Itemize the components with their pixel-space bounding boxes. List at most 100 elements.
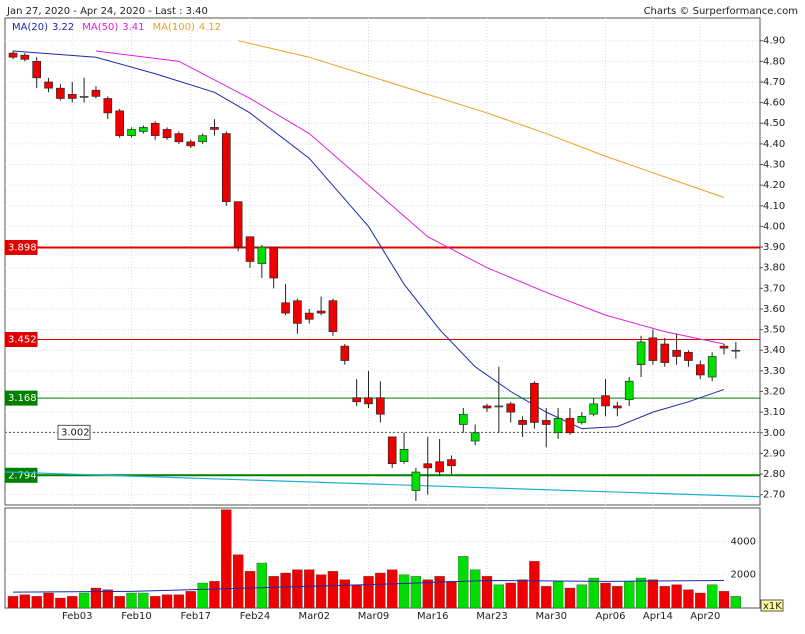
candle-body (695, 364, 705, 376)
volume-bar (126, 592, 137, 609)
volume-bar (707, 584, 718, 609)
y-tick-label: 3.00 (763, 428, 785, 439)
candle-body (20, 54, 30, 60)
volume-bar (221, 509, 232, 609)
volume-bar (114, 596, 125, 609)
candle-body (91, 89, 101, 97)
y-tick-label: 4.80 (763, 56, 785, 67)
volume-bar (78, 592, 90, 609)
candle-body (731, 349, 741, 352)
y-tick-label: 4.40 (763, 139, 785, 150)
volume-bar (363, 576, 374, 609)
level-label: 3.168 (8, 393, 37, 404)
price-panel (4, 17, 761, 506)
volume-bar (351, 584, 362, 609)
volume-bar (209, 581, 220, 609)
ma-line (95, 50, 725, 345)
candle-body (150, 122, 160, 136)
y-tick-label: 3.80 (763, 263, 785, 274)
volume-unit: x1K (763, 601, 782, 612)
volume-bar (268, 576, 279, 609)
candle-body (447, 459, 456, 467)
unit-box (760, 599, 784, 612)
y-tick-label: 3.60 (763, 304, 785, 315)
volume-bar (422, 579, 433, 609)
candle-body (530, 382, 539, 423)
y-tick-label: 4.30 (763, 160, 785, 171)
x-tick-label: Feb24 (240, 611, 270, 622)
legend-name: MA(20) (12, 22, 48, 33)
volume-bar (256, 562, 268, 609)
volume-bar (446, 581, 457, 609)
x-tick-label: Apr06 (595, 611, 625, 622)
volume-bar (529, 561, 540, 609)
volume-bar (695, 592, 706, 609)
legend-value: 3.41 (122, 22, 144, 33)
volume-bar (612, 586, 623, 609)
volume-bar (43, 592, 54, 609)
candle-body (506, 403, 516, 413)
ma-line (12, 50, 725, 430)
legend-name: MA(50) (82, 22, 118, 33)
y-tick-label: 2.70 (763, 490, 785, 501)
volume-bar (600, 582, 611, 609)
trendline (4, 471, 761, 498)
volume-bar (197, 582, 208, 609)
volume-bar (280, 572, 291, 609)
candle-body (127, 129, 136, 136)
x-tick-label: Mar09 (358, 611, 390, 622)
candle-body (174, 133, 184, 143)
candle-body (518, 420, 527, 425)
ma-line (238, 40, 725, 199)
y-tick-label: 4.50 (763, 118, 785, 129)
candle-body (245, 236, 255, 262)
y-tick-label: 3.50 (763, 325, 785, 336)
candle-body (577, 415, 587, 423)
volume-bar (564, 587, 576, 609)
candle-body (541, 420, 551, 425)
volume-bar (387, 569, 398, 609)
candle-body (316, 310, 326, 314)
volume-bar (244, 571, 256, 609)
volume-bar (161, 594, 173, 609)
level-box (4, 239, 38, 255)
volume-average (12, 579, 725, 593)
candle-body (423, 463, 433, 469)
candle-body (281, 302, 290, 314)
candle-body (482, 405, 492, 409)
candle-body (589, 403, 598, 415)
level-label: 3.452 (8, 335, 37, 346)
volume-bar (339, 579, 350, 609)
volume-bar (458, 556, 469, 609)
candle-body (257, 246, 267, 264)
volume-bar (469, 569, 481, 609)
level-label: 2.794 (8, 470, 37, 481)
y-tick-label: 3.70 (763, 283, 785, 294)
volume-bar (434, 576, 445, 609)
candle-body (648, 337, 658, 361)
candle-body (233, 201, 243, 248)
volume-bar (659, 586, 670, 609)
chart-title: Jan 27, 2020 - Apr 24, 2020 - Last : 3.4… (6, 6, 208, 17)
volume-bar (102, 589, 113, 609)
candle-body (376, 397, 385, 415)
volume-bar (55, 597, 66, 609)
volume-bar (517, 579, 528, 609)
candle-body (470, 432, 480, 442)
candle-body (293, 300, 302, 324)
volume-bar (588, 577, 599, 609)
candle-body (222, 133, 231, 202)
volume-bar (647, 579, 659, 609)
volume-bar (576, 584, 587, 609)
candle-body (8, 52, 18, 58)
y-tick-label: 4.20 (763, 180, 785, 191)
candle-body (269, 246, 279, 279)
y-tick-label: 3.30 (763, 366, 785, 377)
x-tick-label: Apr14 (643, 611, 673, 622)
volume-bar (31, 596, 42, 609)
x-tick-label: Mar16 (417, 611, 449, 622)
candle-body (79, 96, 89, 98)
candle-body (624, 380, 634, 401)
volume-bar (327, 571, 339, 609)
level-box (57, 424, 91, 440)
